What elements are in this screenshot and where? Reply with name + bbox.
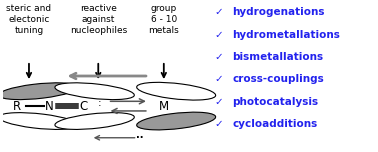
Text: :: : — [98, 98, 101, 108]
Text: ✓: ✓ — [214, 7, 223, 17]
Text: bismetallations: bismetallations — [232, 52, 324, 62]
Text: ··: ·· — [136, 133, 143, 143]
Text: photocatalysis: photocatalysis — [232, 97, 319, 107]
Text: ✓: ✓ — [214, 30, 223, 40]
Text: cross-couplings: cross-couplings — [232, 74, 324, 84]
Ellipse shape — [137, 82, 216, 100]
Ellipse shape — [55, 113, 134, 129]
Ellipse shape — [0, 83, 78, 100]
Text: N: N — [45, 100, 54, 113]
Text: ✓: ✓ — [214, 97, 223, 107]
Text: hydrometallations: hydrometallations — [232, 30, 340, 40]
Text: C: C — [79, 100, 87, 113]
Text: reactive
against
nucleophiles: reactive against nucleophiles — [70, 4, 127, 35]
Text: ✓: ✓ — [214, 119, 223, 129]
Ellipse shape — [55, 83, 134, 100]
Text: ✓: ✓ — [214, 52, 223, 62]
Text: R: R — [13, 100, 21, 113]
Ellipse shape — [137, 112, 216, 130]
Text: ✓: ✓ — [214, 74, 223, 84]
Text: group
6 - 10
metals: group 6 - 10 metals — [149, 4, 179, 35]
Ellipse shape — [0, 113, 78, 129]
Text: steric and
electonic
tuning: steric and electonic tuning — [6, 4, 51, 35]
Text: hydrogenations: hydrogenations — [232, 7, 325, 17]
Text: cycloadditions: cycloadditions — [232, 119, 318, 129]
Text: M: M — [159, 100, 169, 113]
